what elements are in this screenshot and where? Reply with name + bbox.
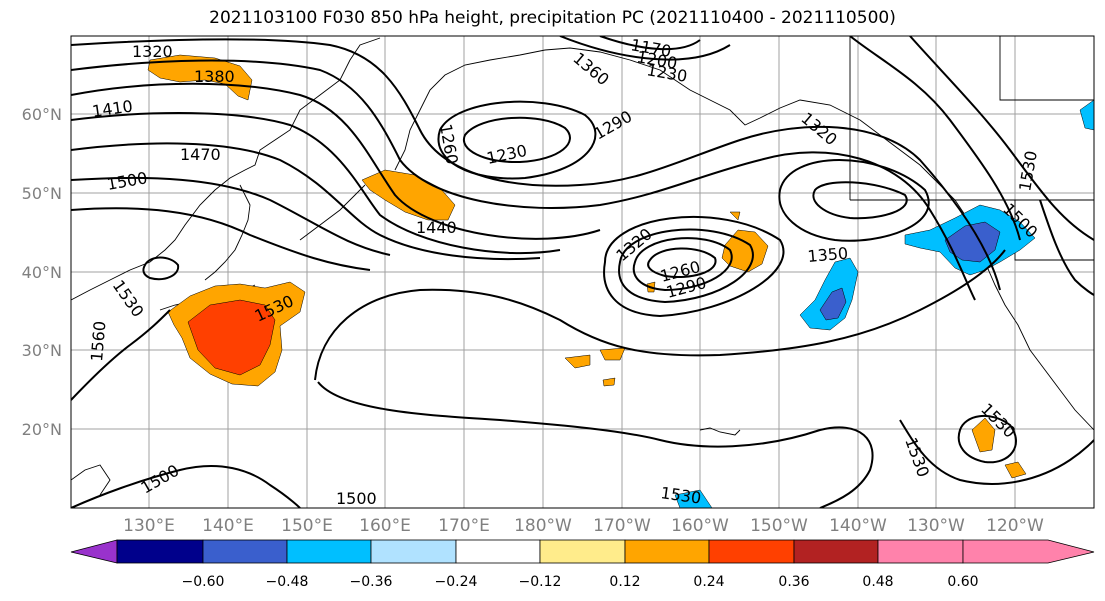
lon-label: 180°W (514, 516, 572, 536)
contour-label: 1320 (797, 109, 840, 150)
lat-label: 30°N (22, 341, 62, 360)
lon-label: 170°W (593, 516, 651, 536)
precip-fills (147, 54, 1094, 508)
lon-label: 160°W (671, 516, 729, 536)
colorbar-tick: 0.36 (778, 574, 809, 590)
precip-area (361, 169, 456, 221)
contour-label: 1350 (807, 244, 849, 266)
colorbar-tick: 0.12 (609, 574, 640, 590)
coastlines (71, 36, 1094, 496)
colorbar-segment (793, 539, 879, 564)
contour-label: 1410 (91, 96, 134, 120)
lon-label: 140°W (829, 516, 887, 536)
longitude-labels: 130°E 140°E 150°E 160°E 170°E 180°W 170°… (123, 516, 1044, 536)
precip-area (1079, 99, 1094, 131)
lon-label: 160°E (359, 516, 411, 536)
contour-label: 1530 (109, 276, 148, 320)
contour-label: 1500 (138, 461, 183, 498)
lon-label: 140°E (202, 516, 254, 536)
precip-area (729, 211, 741, 221)
colorbar-extend-low (70, 539, 118, 564)
contour-label: 1530 (901, 435, 933, 480)
contour-label: 1380 (194, 67, 235, 86)
contour-label: 1560 (87, 320, 109, 362)
contour-label: 1320 (132, 42, 173, 61)
contour-label: 1530 (659, 483, 702, 507)
precip-area (799, 257, 859, 331)
colorbar-tick: −0.36 (350, 574, 393, 590)
colorbar-segment (539, 539, 626, 564)
lon-label: 120°W (986, 516, 1044, 536)
precip-area (721, 229, 769, 273)
contour-label: 1440 (416, 218, 457, 237)
lat-label: 50°N (22, 184, 62, 203)
colorbar-segment (286, 539, 372, 564)
contour-label: 1230 (645, 60, 688, 86)
colorbar-segment (455, 539, 541, 564)
precip-area (602, 377, 616, 387)
colorbar-tick: 0.48 (862, 574, 893, 590)
contour-label: 1290 (591, 107, 636, 144)
colorbar-extend-high (962, 539, 1095, 564)
lon-label: 150°W (750, 516, 808, 536)
latitude-labels: 60°N 50°N 40°N 30°N 20°N (22, 105, 62, 439)
colorbar-tick: −0.12 (519, 574, 562, 590)
colorbar-tick: −0.60 (182, 574, 225, 590)
lat-label: 20°N (22, 420, 62, 439)
colorbar-segment (877, 539, 964, 564)
map-frame (70, 35, 1095, 509)
colorbar-segment (370, 539, 457, 564)
precip-area (1004, 461, 1027, 479)
gridlines (71, 36, 1094, 508)
colorbar-segment (202, 539, 288, 564)
contour-label: 1230 (485, 141, 529, 168)
lat-label: 60°N (22, 105, 62, 124)
lon-label: 130°E (123, 516, 175, 536)
lon-label: 130°W (907, 516, 965, 536)
contour-label: 1470 (180, 145, 221, 164)
contour-label: 1500 (105, 168, 148, 194)
precip-area (147, 54, 253, 101)
colorbar-tick: 0.60 (947, 574, 978, 590)
precip-area (674, 489, 713, 508)
contour-label: 1360 (569, 49, 612, 90)
precip-area (819, 287, 847, 321)
height-contours (71, 36, 1094, 508)
colorbar-ticks: −0.60 −0.48 −0.36 −0.24 −0.12 0.12 0.24 … (182, 574, 979, 590)
colorbar-segment (624, 539, 710, 564)
lat-label: 40°N (22, 263, 62, 282)
lon-label: 170°E (438, 516, 490, 536)
precip-area (564, 354, 591, 369)
precip-area (971, 417, 996, 453)
contour-label: 1320 (612, 224, 655, 265)
colorbar-tick: −0.24 (435, 574, 478, 590)
precip-area (599, 347, 626, 361)
contour-label: 1500 (336, 489, 377, 508)
colorbar-segment (116, 539, 204, 564)
colorbar-segment (708, 539, 795, 564)
colorbar-tick: −0.48 (266, 574, 309, 590)
contour-label: 1260 (436, 122, 462, 165)
map-panel: 1320 1380 1410 1470 1500 1440 1260 1230 … (71, 36, 1094, 508)
colorbar-tick: 0.24 (693, 574, 724, 590)
colorbar (70, 539, 1095, 564)
lon-label: 150°E (281, 516, 333, 536)
precip-area (187, 299, 276, 376)
map-title: 2021103100 F030 850 hPa height, precipit… (209, 8, 896, 28)
